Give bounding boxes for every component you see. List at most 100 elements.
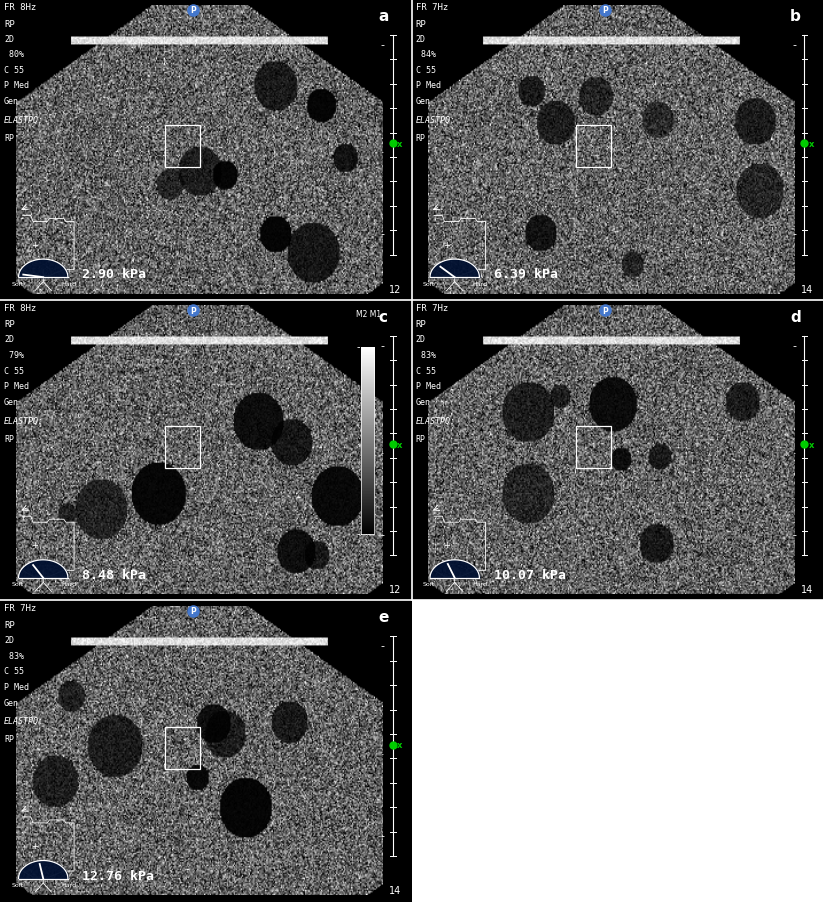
- Text: 2D: 2D: [4, 635, 14, 644]
- Text: -: -: [793, 40, 797, 50]
- Text: Gen: Gen: [4, 698, 19, 707]
- Text: -: -: [793, 340, 797, 350]
- Text: c: c: [379, 309, 388, 325]
- Text: 14: 14: [801, 284, 812, 294]
- Text: 6.39 kPa: 6.39 kPa: [494, 268, 558, 281]
- Text: ELASTPQ:: ELASTPQ:: [4, 716, 44, 725]
- Text: ELASTPQ:: ELASTPQ:: [416, 416, 456, 425]
- Text: x: x: [397, 440, 402, 449]
- Text: -: -: [381, 229, 384, 239]
- Text: -: -: [381, 340, 384, 350]
- Text: P Med: P Med: [416, 81, 440, 90]
- Text: RP: RP: [4, 621, 15, 630]
- Text: P: P: [602, 6, 607, 15]
- Text: 80%: 80%: [4, 51, 24, 60]
- Text: Hard: Hard: [61, 582, 77, 587]
- Text: C 55: C 55: [4, 366, 24, 375]
- Text: RP: RP: [4, 434, 14, 443]
- Text: Hard: Hard: [472, 582, 488, 587]
- Text: +: +: [31, 240, 39, 249]
- Text: 2D: 2D: [4, 335, 14, 344]
- Text: 83%: 83%: [416, 351, 435, 360]
- Text: Gen: Gen: [416, 97, 430, 106]
- Text: Gen: Gen: [4, 97, 19, 106]
- Text: RP: RP: [4, 734, 14, 743]
- Text: 10.07 kPa: 10.07 kPa: [494, 568, 565, 581]
- Text: Gen: Gen: [4, 398, 19, 407]
- Text: -: -: [381, 529, 384, 539]
- Bar: [412, 601, 823, 902]
- Text: 12.76 kPa: 12.76 kPa: [82, 869, 154, 881]
- Text: M2 M1: M2 M1: [356, 309, 381, 318]
- Text: 84%: 84%: [416, 51, 435, 60]
- Text: FR 7Hz: FR 7Hz: [416, 3, 448, 12]
- Text: Hard: Hard: [61, 882, 77, 888]
- Text: .: .: [793, 145, 797, 155]
- Text: P Med: P Med: [416, 382, 440, 391]
- Text: e: e: [379, 610, 389, 625]
- Text: .: .: [381, 145, 384, 155]
- Text: Hard: Hard: [472, 281, 488, 287]
- Text: +: +: [443, 540, 450, 549]
- Text: x: x: [397, 741, 402, 750]
- Text: P Med: P Med: [4, 682, 29, 691]
- Text: x: x: [808, 140, 814, 149]
- Text: -: -: [381, 40, 384, 50]
- Text: 2D: 2D: [416, 335, 425, 344]
- Text: ELASTPQ:: ELASTPQ:: [416, 115, 456, 124]
- Text: FR 7Hz: FR 7Hz: [4, 603, 36, 612]
- Text: -: -: [793, 229, 797, 239]
- Text: P: P: [191, 307, 196, 316]
- Text: .: .: [381, 446, 384, 456]
- Text: ELASTPQ:: ELASTPQ:: [4, 115, 44, 124]
- Bar: [165, 727, 200, 769]
- Text: P: P: [602, 307, 607, 316]
- Text: FR 8Hz: FR 8Hz: [4, 303, 36, 312]
- Text: P Med: P Med: [4, 382, 29, 391]
- Text: +: +: [31, 841, 39, 850]
- Text: 14: 14: [801, 584, 812, 594]
- Text: RP: RP: [416, 20, 426, 29]
- Text: -: -: [357, 342, 360, 352]
- Text: Soft: Soft: [12, 582, 24, 587]
- Bar: [576, 427, 611, 468]
- Text: FR 7Hz: FR 7Hz: [416, 303, 448, 312]
- Text: 12: 12: [388, 584, 401, 594]
- Text: 2D: 2D: [416, 34, 425, 43]
- Text: RP: RP: [416, 320, 426, 329]
- Text: 79%: 79%: [4, 351, 24, 360]
- Bar: [165, 126, 200, 168]
- Text: 14: 14: [389, 885, 401, 895]
- Text: RP: RP: [4, 133, 14, 143]
- Text: +: +: [443, 240, 450, 249]
- Text: ELASTPQ:: ELASTPQ:: [4, 416, 44, 425]
- Text: 2.90 kPa: 2.90 kPa: [82, 268, 146, 281]
- Text: Hard: Hard: [61, 281, 77, 287]
- Text: Soft: Soft: [12, 281, 24, 287]
- Text: P Med: P Med: [4, 81, 29, 90]
- Text: Gen: Gen: [416, 398, 430, 407]
- Text: +: +: [31, 540, 39, 549]
- Text: Soft: Soft: [423, 582, 435, 587]
- Text: C 55: C 55: [416, 366, 435, 375]
- Text: 2D: 2D: [4, 34, 14, 43]
- Text: RP: RP: [4, 20, 15, 29]
- Text: RP: RP: [416, 434, 425, 443]
- Text: .: .: [357, 437, 360, 446]
- Text: b: b: [790, 9, 801, 24]
- Text: .: .: [381, 746, 384, 756]
- Text: P: P: [191, 607, 196, 616]
- Text: 83%: 83%: [4, 651, 24, 660]
- Text: -: -: [381, 830, 384, 840]
- Text: -: -: [793, 529, 797, 539]
- Text: -: -: [357, 529, 360, 538]
- Text: a: a: [379, 9, 389, 24]
- Text: Soft: Soft: [423, 281, 435, 287]
- Bar: [576, 126, 611, 168]
- Text: P: P: [191, 6, 196, 15]
- Text: -: -: [381, 640, 384, 650]
- Text: x: x: [397, 140, 402, 149]
- Text: C 55: C 55: [416, 66, 435, 75]
- Text: FR 8Hz: FR 8Hz: [4, 3, 36, 12]
- Text: C 55: C 55: [4, 667, 24, 676]
